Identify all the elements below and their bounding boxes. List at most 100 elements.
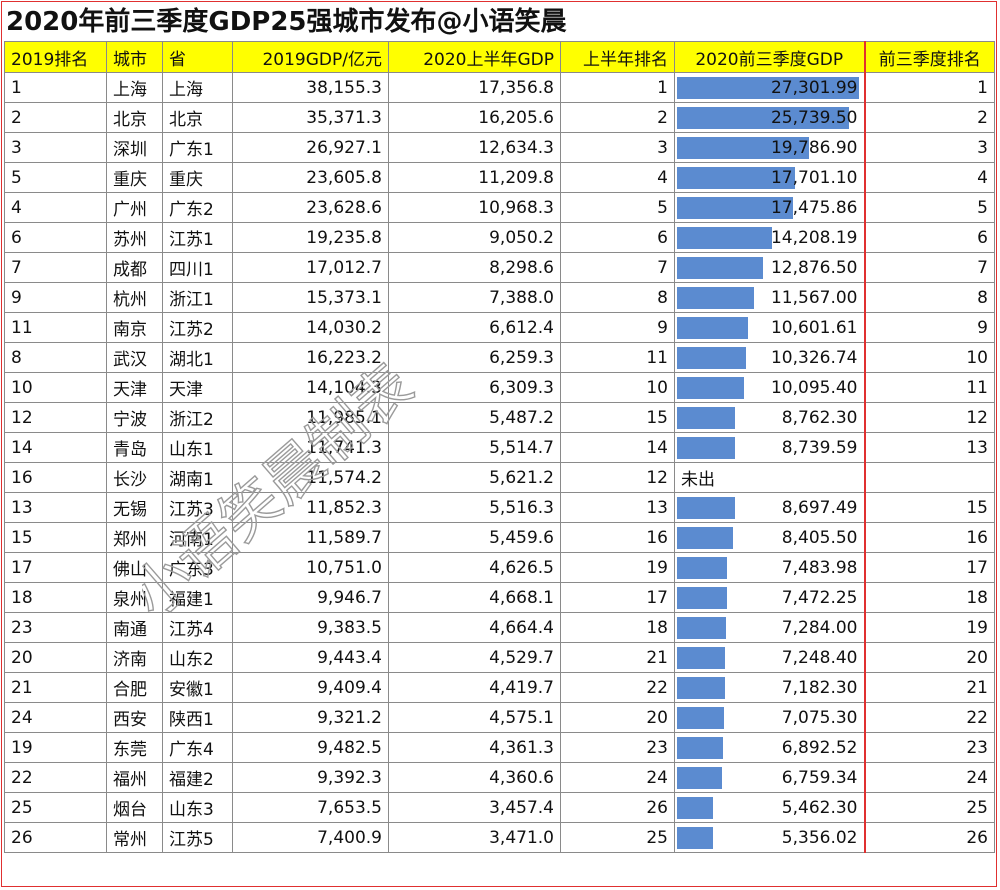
cell-city: 武汉 <box>106 342 163 373</box>
cell-gdp-h1-2020: 5,459.6 <box>388 522 561 553</box>
cell-city: 成都 <box>106 252 163 283</box>
cell-gdp-h1-2020: 5,516.3 <box>388 492 561 523</box>
table-row: 1 上海 上海 38,155.3 17,356.8 1 27,301.99 1 <box>4 72 995 103</box>
gdp-data-bar <box>677 557 727 579</box>
cell-city: 深圳 <box>106 132 163 163</box>
cell-rank-h1: 12 <box>560 462 675 493</box>
cell-gdp-2019: 19,235.8 <box>232 222 389 253</box>
cell-gdp-q3-2020: 11,567.00 <box>674 282 865 313</box>
cell-rank-2019: 2 <box>4 102 107 133</box>
gdp-data-bar <box>677 737 723 759</box>
gdp-q3-value: 8,739.59 <box>781 437 858 458</box>
cell-rank-q3: 18 <box>863 582 995 613</box>
cell-province: 山东1 <box>162 432 233 463</box>
table-row: 26 常州 江苏5 7,400.9 3,471.0 25 5,356.02 26 <box>4 822 995 853</box>
cell-province: 广东2 <box>162 192 233 223</box>
cell-gdp-h1-2020: 4,626.5 <box>388 552 561 583</box>
cell-gdp-q3-2020: 7,248.40 <box>674 642 865 673</box>
cell-gdp-2019: 11,852.3 <box>232 492 389 523</box>
cell-rank-2019: 16 <box>4 462 107 493</box>
cell-province: 重庆 <box>162 162 233 193</box>
gdp-data-bar <box>677 527 733 549</box>
cell-province: 江苏4 <box>162 612 233 643</box>
cell-rank-h1: 4 <box>560 162 675 193</box>
cell-gdp-h1-2020: 6,259.3 <box>388 342 561 373</box>
gdp-q3-value: 8,405.50 <box>781 527 858 548</box>
cell-gdp-2019: 7,400.9 <box>232 822 389 853</box>
table-row: 25 烟台 山东3 7,653.5 3,457.4 26 5,462.30 25 <box>4 792 995 823</box>
gdp-q3-value: 11,567.00 <box>770 287 858 308</box>
cell-gdp-q3-2020: 7,472.25 <box>674 582 865 613</box>
cell-gdp-q3-2020: 7,182.30 <box>674 672 865 703</box>
cell-gdp-2019: 15,373.1 <box>232 282 389 313</box>
cell-gdp-2019: 9,409.4 <box>232 672 389 703</box>
cell-city: 福州 <box>106 762 163 793</box>
gdp-q3-value: 10,601.61 <box>770 317 858 338</box>
table-row: 10 天津 天津 14,104.3 6,309.3 10 10,095.40 11 <box>4 372 995 403</box>
cell-gdp-q3-2020: 未出 <box>674 462 865 493</box>
gdp-q3-value: 27,301.99 <box>770 77 858 98</box>
cell-rank-2019: 5 <box>4 162 107 193</box>
cell-province: 浙江1 <box>162 282 233 313</box>
cell-rank-q3: 15 <box>863 492 995 523</box>
cell-city: 南京 <box>106 312 163 343</box>
gdp-data-bar <box>677 377 744 399</box>
cell-gdp-2019: 14,104.3 <box>232 372 389 403</box>
gdp-q3-value: 25,739.50 <box>770 107 858 128</box>
cell-rank-h1: 5 <box>560 192 675 223</box>
gdp-data-bar <box>677 287 754 309</box>
gdp-data-bar <box>677 437 735 459</box>
cell-province: 山东2 <box>162 642 233 673</box>
cell-gdp-q3-2020: 25,739.50 <box>674 102 865 133</box>
cell-rank-h1: 3 <box>560 132 675 163</box>
cell-gdp-2019: 11,574.2 <box>232 462 389 493</box>
cell-city: 济南 <box>106 642 163 673</box>
gdp-q3-value: 6,759.34 <box>781 767 858 788</box>
gdp-data-bar <box>677 227 772 249</box>
cell-rank-q3: 22 <box>863 702 995 733</box>
cell-gdp-q3-2020: 6,892.52 <box>674 732 865 763</box>
cell-gdp-q3-2020: 10,095.40 <box>674 372 865 403</box>
cell-rank-q3: 19 <box>863 612 995 643</box>
cell-gdp-q3-2020: 27,301.99 <box>674 72 865 103</box>
cell-rank-h1: 8 <box>560 282 675 313</box>
cell-rank-2019: 15 <box>4 522 107 553</box>
table-row: 23 南通 江苏4 9,383.5 4,664.4 18 7,284.00 19 <box>4 612 995 643</box>
cell-gdp-2019: 17,012.7 <box>232 252 389 283</box>
cell-city: 郑州 <box>106 522 163 553</box>
gdp-data-bar <box>677 677 725 699</box>
gdp-data-bar <box>677 767 722 789</box>
cell-rank-2019: 20 <box>4 642 107 673</box>
cell-city: 西安 <box>106 702 163 733</box>
cell-rank-2019: 10 <box>4 372 107 403</box>
cell-province: 陕西1 <box>162 702 233 733</box>
cell-province: 福建2 <box>162 762 233 793</box>
cell-city: 长沙 <box>106 462 163 493</box>
cell-gdp-h1-2020: 5,514.7 <box>388 432 561 463</box>
cell-province: 江苏1 <box>162 222 233 253</box>
gdp-data-bar <box>677 257 763 279</box>
table-row: 20 济南 山东2 9,443.4 4,529.7 21 7,248.40 20 <box>4 642 995 673</box>
cell-rank-h1: 11 <box>560 342 675 373</box>
cell-province: 湖北1 <box>162 342 233 373</box>
cell-gdp-2019: 9,946.7 <box>232 582 389 613</box>
cell-rank-2019: 19 <box>4 732 107 763</box>
gdp-q3-value: 7,284.00 <box>781 617 858 638</box>
cell-city: 泉州 <box>106 582 163 613</box>
cell-gdp-2019: 16,223.2 <box>232 342 389 373</box>
cell-gdp-h1-2020: 3,457.4 <box>388 792 561 823</box>
cell-gdp-2019: 7,653.5 <box>232 792 389 823</box>
gdp-data-bar <box>677 707 724 729</box>
gdp-q3-value: 5,462.30 <box>781 797 858 818</box>
cell-province: 浙江2 <box>162 402 233 433</box>
gdp-q3-value: 7,483.98 <box>781 557 858 578</box>
table-row: 11 南京 江苏2 14,030.2 6,612.4 9 10,601.61 9 <box>4 312 995 343</box>
gdp-q3-value: 8,697.49 <box>781 497 858 518</box>
sheet-title: 2020年前三季度GDP25强城市发布@小语笑晨 <box>6 7 567 37</box>
cell-gdp-q3-2020: 7,483.98 <box>674 552 865 583</box>
cell-rank-h1: 13 <box>560 492 675 523</box>
header-rank-q3: 前三季度排名 <box>863 41 995 73</box>
cell-rank-h1: 15 <box>560 402 675 433</box>
cell-rank-2019: 7 <box>4 252 107 283</box>
